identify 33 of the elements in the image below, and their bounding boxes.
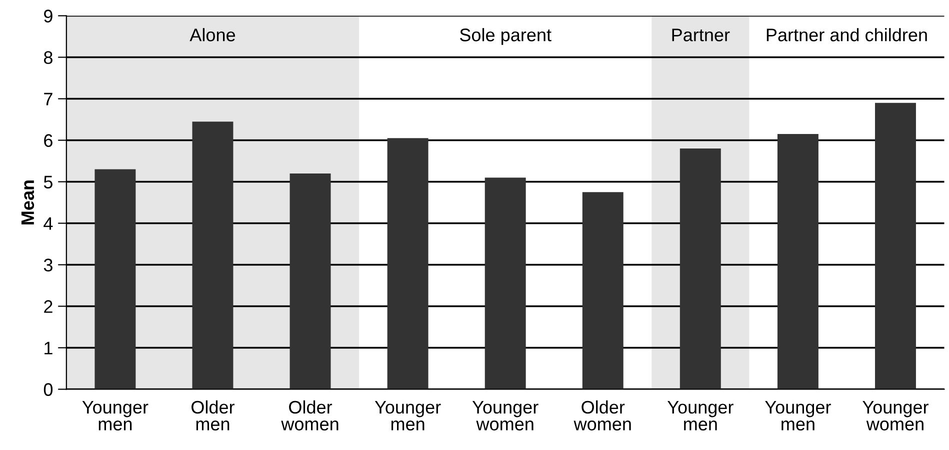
x-tick-label: Younger men [82,401,148,430]
y-tick-label: 0 [44,383,53,396]
y-tick-label: 5 [44,176,52,188]
bar [680,148,721,390]
bar [875,102,916,390]
y-tick-label: 7 [44,92,52,106]
bar [290,173,331,390]
y-tick-label: 8 [44,51,52,64]
bar [192,122,234,390]
x-tick-label: Younger men [668,401,734,430]
x-tick-label: Younger women [472,401,538,430]
y-tick-label: 9 [44,10,52,22]
bar [94,169,136,390]
y-tick-label: 6 [44,134,52,147]
x-tick-label: Older men [192,400,235,430]
y-tick-label: 2 [44,300,52,313]
y-axis-title: Mean [21,180,34,224]
x-tick-label: Younger men [374,401,441,430]
annotation: Alone [190,28,236,42]
bar [484,178,526,390]
y-tick-label: 1 [44,342,52,354]
annotation: Partner [672,28,730,42]
annotation: Partner and children [766,28,927,42]
x-tick-label: Older women [574,400,631,430]
x-tick-label: Younger men [765,401,831,430]
bar [777,134,818,390]
y-tick-label: 4 [44,217,53,230]
x-tick-label: Younger women [862,401,928,430]
x-tick-label: Older women [281,400,338,430]
bar [387,138,428,390]
annotation: Sole parent [460,28,552,45]
y-tick-label: 3 [44,258,52,272]
bar [582,192,624,390]
